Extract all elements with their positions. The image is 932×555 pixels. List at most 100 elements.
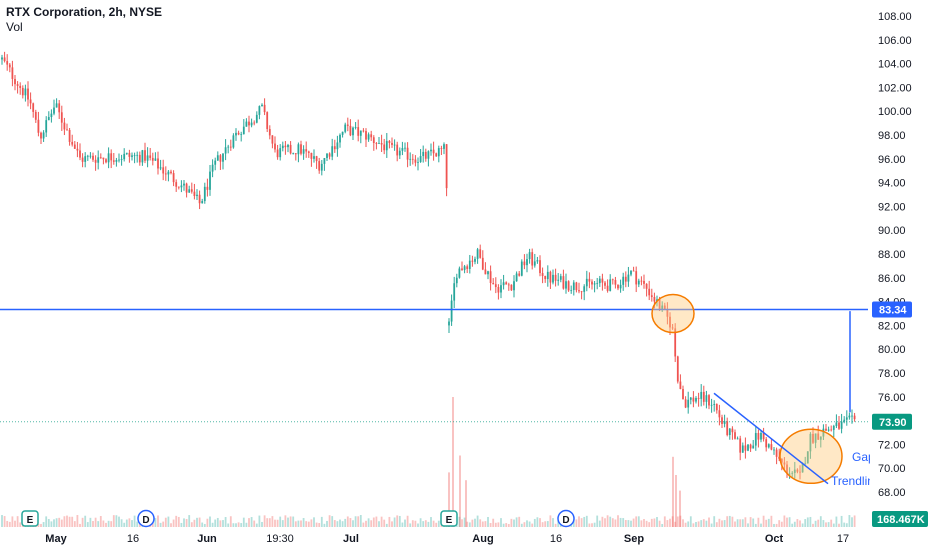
candle-body — [430, 149, 432, 152]
candle-body — [624, 276, 627, 282]
candle-body — [640, 280, 643, 282]
candle-body — [684, 399, 687, 408]
candle-body — [630, 270, 632, 275]
volume-bar — [261, 521, 263, 527]
candle-body — [331, 146, 334, 157]
volume-bar — [804, 519, 807, 527]
candle-body — [609, 279, 612, 291]
volume-bar — [331, 516, 334, 527]
volume-bar — [507, 523, 510, 527]
candle-body — [29, 99, 32, 104]
volume-bar — [271, 516, 274, 527]
volume-bar — [201, 522, 204, 527]
candle-body — [559, 276, 562, 280]
dividend-marker[interactable]: D — [557, 509, 575, 528]
y-tick-label: 108.00 — [878, 11, 912, 23]
candle-body — [284, 145, 287, 148]
volume-bar — [349, 518, 352, 527]
highlight-circle[interactable] — [779, 428, 843, 485]
volume-bar — [375, 516, 378, 527]
volume-bar — [240, 523, 243, 527]
candle-body — [261, 104, 263, 107]
candle-body — [575, 282, 578, 291]
volume-bar — [315, 522, 318, 527]
gap-annotation[interactable]: Gap — [852, 450, 875, 464]
volume-bar — [287, 517, 289, 527]
candle-body — [770, 444, 773, 450]
volume-bar — [411, 520, 414, 527]
candle-body — [598, 278, 601, 284]
candle-body — [53, 107, 55, 114]
volume-bar — [344, 518, 347, 527]
candle-body — [455, 277, 458, 284]
candle-body — [419, 156, 422, 162]
volume-bar — [432, 520, 435, 527]
candle-body — [94, 159, 97, 163]
candle-body — [453, 283, 456, 301]
candle-body — [544, 276, 547, 280]
horizontal-line-price-tag: 83.34 — [872, 301, 912, 318]
candle-body — [81, 157, 84, 162]
volume-bar — [133, 515, 136, 527]
candle-body — [513, 281, 515, 291]
candle-body — [736, 438, 739, 440]
candle-body — [601, 278, 604, 283]
volume-bar — [266, 518, 269, 527]
volume-bar — [739, 519, 742, 527]
trendline[interactable] — [713, 392, 829, 485]
price-axis-bg — [870, 0, 932, 550]
candle-body — [151, 157, 154, 161]
volume-bar — [409, 523, 412, 527]
volume-bar — [721, 520, 723, 527]
volume-bar — [461, 519, 463, 527]
candle-body — [518, 273, 521, 276]
trendline-annotation[interactable]: Trendline — [831, 474, 881, 488]
candle-body — [315, 156, 318, 162]
candle-body — [523, 261, 526, 266]
candle-body — [73, 144, 76, 149]
candle-body — [585, 278, 588, 287]
candle-body — [380, 143, 383, 145]
volume-bar — [115, 515, 118, 527]
volume-bar — [297, 520, 300, 527]
candle-body — [47, 117, 50, 121]
candle-body — [365, 131, 367, 140]
volume-bar — [796, 519, 799, 527]
volume-spike — [448, 472, 450, 527]
candle-body — [341, 131, 344, 135]
earnings-marker[interactable]: E — [21, 510, 39, 527]
dividend-marker[interactable]: D — [137, 509, 155, 528]
candle-body — [157, 158, 159, 169]
candle-body — [835, 422, 838, 426]
volume-bar — [380, 516, 383, 527]
candle-body — [411, 158, 414, 160]
candle-body — [263, 104, 266, 113]
highlight-circle[interactable] — [651, 293, 695, 334]
volume-bar — [687, 521, 690, 527]
volume-bar — [313, 517, 315, 527]
volume-bar — [757, 517, 760, 527]
volume-bar — [466, 521, 469, 527]
volume-bar — [588, 523, 591, 527]
volume-bar — [812, 523, 814, 527]
price-candles — [1, 51, 856, 480]
x-tick-label: 16 — [127, 533, 139, 545]
volume-bar — [193, 519, 196, 527]
candle-body — [705, 395, 708, 402]
volume-bar — [754, 523, 757, 527]
volume-bar — [853, 515, 856, 527]
earnings-marker[interactable]: E — [440, 510, 458, 527]
volume-bar — [292, 516, 295, 527]
volume-bar — [424, 520, 427, 527]
candle-body — [393, 144, 396, 146]
volume-bar — [14, 520, 16, 527]
candle-body — [352, 127, 354, 136]
drawing-tools[interactable]: Gap Trendline — [0, 293, 881, 489]
volume-bar — [702, 519, 705, 527]
candle-body — [354, 127, 357, 128]
x-tick-label: Jun — [197, 533, 217, 545]
candle-body — [463, 266, 466, 270]
